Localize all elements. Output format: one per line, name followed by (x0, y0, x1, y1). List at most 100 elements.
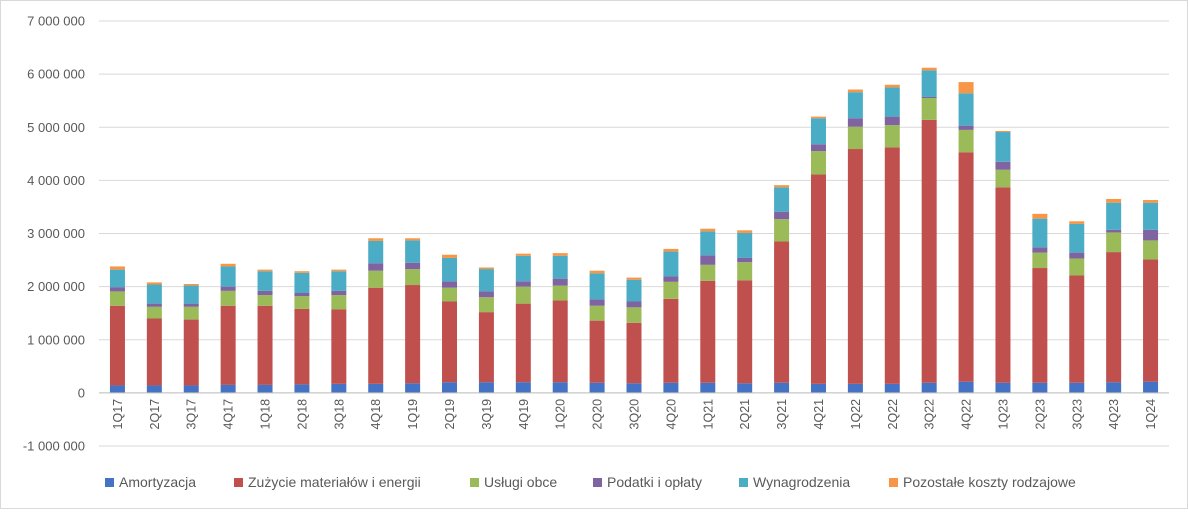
bar-stack-3Q18 (331, 269, 347, 393)
bar-stack-1Q21 (700, 228, 716, 393)
bar-segment-0 (146, 385, 162, 393)
bar-segment-2 (257, 295, 273, 306)
bar-segment-5 (331, 269, 347, 272)
bar-stack-4Q17 (220, 263, 236, 393)
x-tick-label: 3Q22 (923, 399, 937, 430)
x-tick-label: 3Q17 (185, 399, 199, 430)
bar-segment-0 (884, 383, 900, 393)
bar-segment-2 (700, 264, 716, 281)
bar-stack-2Q22 (884, 84, 900, 393)
bar-segment-3 (1069, 252, 1085, 259)
bar-segment-2 (109, 291, 125, 306)
bar-segment-4 (552, 255, 568, 279)
bar-segment-1 (478, 312, 494, 383)
bar-stack-4Q21 (810, 116, 826, 393)
bar-segment-0 (810, 383, 826, 393)
x-tick-label: 1Q24 (1144, 399, 1158, 430)
bar-segment-0 (109, 385, 125, 393)
bar-segment-3 (995, 161, 1011, 170)
bar-stack-2Q19 (442, 254, 458, 393)
x-tick-label: 3Q20 (628, 399, 642, 430)
bar-segment-4 (405, 240, 421, 263)
bar-segment-5 (958, 82, 974, 94)
bar-stack-4Q20 (663, 248, 679, 393)
bar-segment-4 (737, 232, 753, 258)
bar-segment-3 (442, 281, 458, 288)
bar-segment-5 (1143, 200, 1159, 203)
bar-segment-0 (589, 382, 605, 393)
bar-segment-5 (663, 248, 679, 252)
bar-segment-1 (589, 320, 605, 383)
bar-segment-5 (368, 238, 384, 241)
bar-segment-3 (589, 299, 605, 306)
bar-segment-1 (1069, 275, 1085, 383)
bar-segment-3 (1032, 247, 1048, 253)
legend: Amortyzacja Zużycie materiałów i energii U… (105, 474, 1076, 490)
bar-segment-3 (405, 262, 421, 270)
bar-segment-0 (331, 383, 347, 393)
bar-segment-4 (1143, 202, 1159, 230)
bar-segment-1 (737, 280, 753, 384)
bar-segment-2 (220, 290, 236, 306)
bar-segment-2 (958, 129, 974, 153)
legend-swatch (234, 478, 243, 487)
bar-segment-4 (478, 269, 494, 292)
bar-segment-4 (700, 231, 716, 256)
bar-segment-5 (1032, 213, 1048, 219)
x-tick-label: 1Q17 (111, 399, 125, 430)
bar-segment-5 (774, 185, 790, 188)
bar-stack-4Q18 (368, 238, 384, 393)
x-tick-label: 1Q21 (701, 399, 715, 430)
bar-segment-1 (1106, 252, 1122, 383)
bar-segment-3 (626, 301, 642, 308)
x-tick-label: 3Q23 (1070, 399, 1084, 430)
bar-segment-3 (663, 276, 679, 282)
bar-stack-1Q24 (1143, 200, 1159, 393)
bar-segment-0 (552, 382, 568, 393)
x-axis-tick-labels: 1Q17 2Q17 3Q17 4Q17 1Q18 2Q18 3Q18 4Q18 1Q19 2Q19… (111, 399, 1158, 430)
bar-segment-3 (921, 96, 937, 99)
bar-segment-3 (847, 118, 863, 127)
bar-stack-3Q19 (478, 267, 494, 393)
bar-segment-2 (1032, 252, 1048, 269)
bar-segment-3 (1143, 229, 1159, 241)
legend-swatch (739, 478, 748, 487)
bar-segment-5 (700, 228, 716, 232)
bar-segment-1 (368, 287, 384, 384)
x-tick-label: 4Q21 (812, 399, 826, 430)
bar-segment-2 (331, 295, 347, 310)
x-tick-label: 3Q21 (775, 399, 789, 430)
bar-segment-5 (737, 230, 753, 233)
bar-segment-5 (626, 277, 642, 280)
legend-swatch (470, 478, 479, 487)
bar-segment-1 (884, 147, 900, 384)
legend-label: Wynagrodzenia (753, 474, 850, 490)
bar-segment-0 (700, 382, 716, 393)
bar-segment-4 (1032, 218, 1048, 248)
bar-segment-1 (515, 303, 531, 383)
bar-segment-0 (405, 383, 421, 393)
bar-segment-5 (552, 253, 568, 256)
bar-stack-2Q18 (294, 271, 310, 393)
bar-segment-5 (589, 270, 605, 274)
bar-segment-1 (774, 241, 790, 383)
bar-segment-4 (220, 266, 236, 287)
x-tick-label: 4Q20 (664, 399, 678, 430)
bar-segment-4 (626, 279, 642, 302)
bar-segment-3 (146, 303, 162, 307)
bar-segment-0 (626, 383, 642, 393)
bar-segment-3 (737, 257, 753, 263)
bar-segment-2 (1143, 240, 1159, 260)
x-tick-label: 4Q18 (369, 399, 383, 430)
bar-segment-0 (663, 382, 679, 393)
bar-segment-2 (847, 126, 863, 150)
x-tick-label: 3Q18 (332, 399, 346, 430)
x-tick-label: 1Q19 (406, 399, 420, 430)
bar-segment-3 (478, 291, 494, 298)
bar-segment-0 (847, 383, 863, 393)
bar-stack-1Q23 (995, 130, 1011, 393)
x-tick-label: 2Q22 (886, 399, 900, 430)
bar-segment-2 (921, 98, 937, 120)
bar-segment-3 (774, 211, 790, 220)
